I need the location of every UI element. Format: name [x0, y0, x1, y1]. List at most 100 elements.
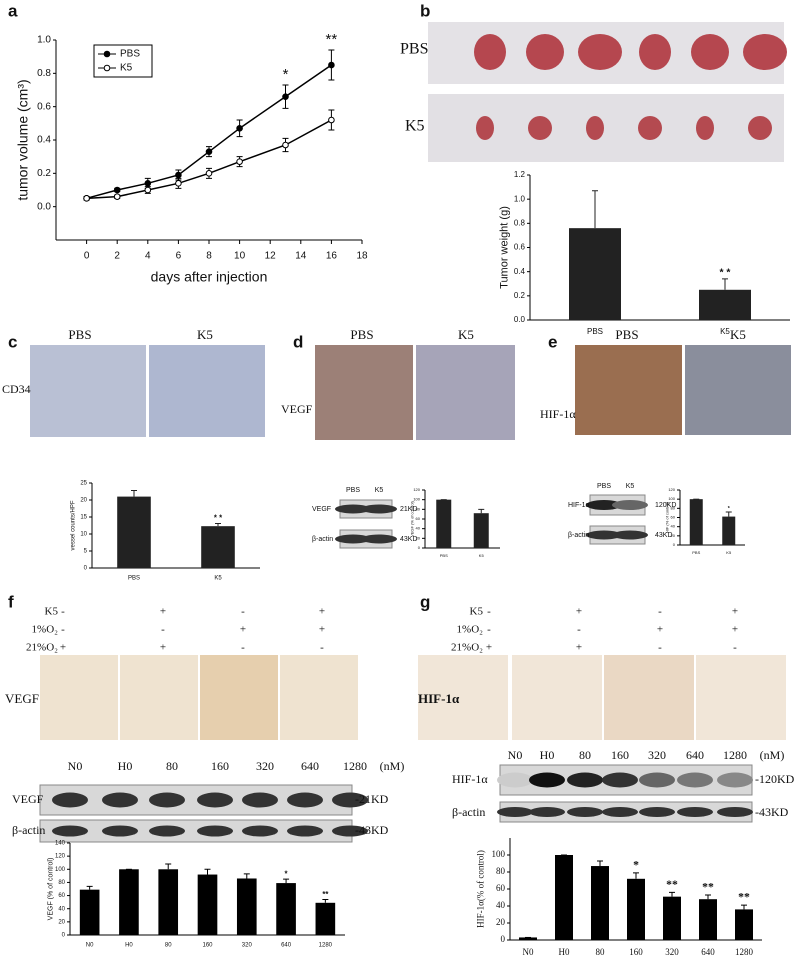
bar: [519, 937, 537, 940]
blot-band: [335, 504, 371, 514]
significance: **: [702, 880, 714, 893]
condition-sign: +: [486, 642, 492, 654]
lane-label: H0: [118, 759, 133, 773]
blot-band: [149, 825, 185, 837]
condition-sign: -: [658, 642, 662, 654]
bar: [555, 855, 573, 940]
cell-image: [418, 655, 508, 740]
y-tick-label: 100: [413, 497, 420, 502]
bar: [735, 909, 753, 940]
column-label: K5: [458, 327, 474, 342]
significance: *: [728, 506, 731, 512]
y-axis-label: HIF-1α(% of control): [475, 850, 485, 928]
y-tick-label: 10: [80, 532, 87, 538]
y-tick-label: 0.8: [514, 218, 526, 227]
micrograph: [685, 345, 791, 435]
lane-label: 160: [211, 759, 229, 773]
blot-row-label: HIF-1α: [568, 502, 590, 509]
row-label: PBS: [400, 41, 428, 58]
condition-sign: -: [241, 642, 245, 654]
bar: [569, 228, 621, 320]
condition-label: 1%O₂: [32, 624, 59, 636]
lane-label: PBS: [346, 487, 360, 494]
blot-band: [332, 792, 368, 808]
x-tick-label: K5: [214, 576, 222, 582]
y-tick-label: 0.2: [514, 291, 526, 300]
x-tick-label: 16: [326, 251, 338, 262]
panel-letter: a: [8, 1, 18, 20]
y-tick-label: 40: [671, 524, 676, 529]
y-tick-label: 120: [668, 487, 675, 492]
condition-sign: -: [658, 606, 662, 618]
x-tick-label: 6: [176, 251, 182, 262]
condition-label: K5: [45, 606, 59, 618]
blot-band: [586, 530, 622, 540]
lane-label: 80: [579, 748, 591, 762]
size-label: -21KD: [355, 792, 389, 806]
micrograph: [575, 345, 682, 435]
bar: [158, 869, 179, 935]
micrograph: [149, 345, 265, 437]
x-tick-label: K5: [726, 550, 732, 555]
y-tick-label: 15: [80, 515, 87, 521]
y-axis-label: vessel counts/HPF: [70, 500, 76, 550]
y-tick-label: 0: [84, 566, 88, 572]
cell-image: [200, 655, 278, 740]
x-tick-label: PBS: [440, 553, 448, 558]
blot-row-label: β-actin: [312, 536, 333, 543]
error-bar: [633, 872, 639, 879]
y-tick-label: 0: [501, 934, 506, 944]
blot-band: [197, 792, 233, 808]
bar: [201, 526, 235, 568]
blot-band: [677, 807, 713, 817]
condition-sign: +: [732, 624, 738, 636]
marker: [175, 171, 182, 179]
condition-label: 1%O₂: [457, 624, 484, 636]
x-tick-label: 8: [206, 251, 212, 262]
condition-sign: +: [240, 624, 246, 636]
significance: * *: [720, 267, 732, 278]
tumor: [586, 116, 604, 140]
marker: [113, 193, 121, 200]
condition-sign: +: [160, 642, 166, 654]
bar: [119, 869, 139, 935]
marker: [83, 195, 90, 202]
condition-label: K5: [470, 606, 484, 618]
tumor: [748, 116, 772, 140]
micrograph: [315, 345, 413, 440]
x-tick-label: H0: [559, 947, 570, 957]
bar: [473, 513, 489, 548]
blot-band: [287, 825, 323, 837]
bar: [689, 499, 703, 545]
bar: [79, 889, 100, 935]
x-tick-label: 12: [265, 251, 277, 262]
y-tick-label: 0.8: [37, 68, 51, 79]
blot-band: [717, 772, 753, 788]
condition-sign: -: [320, 642, 324, 654]
blot-band: [102, 825, 138, 837]
panel-letter: c: [8, 332, 17, 351]
y-tick-label: 60: [58, 893, 65, 899]
size-label: -43KD: [755, 805, 789, 819]
blot-band: [639, 807, 675, 817]
blot-band: [497, 772, 533, 788]
x-tick-label: 320: [242, 943, 253, 949]
error-bar: [204, 868, 211, 875]
blot-band: [612, 530, 648, 540]
x-tick-label: N0: [523, 947, 534, 957]
y-tick-label: 0.2: [37, 168, 51, 179]
blot-band: [149, 792, 185, 808]
stain-label: CD34: [2, 382, 31, 396]
stain-label: HIF-1α: [418, 691, 460, 706]
tumor: [638, 116, 662, 140]
error-bar: [322, 899, 329, 903]
x-tick-label: 80: [165, 943, 172, 949]
lane-label: N0: [508, 748, 523, 762]
x-tick-label: 4: [145, 251, 151, 262]
bar: [436, 499, 452, 548]
lane-label: 320: [648, 748, 666, 762]
y-tick-label: 1.0: [514, 194, 526, 203]
error-bar: [131, 489, 137, 497]
stain-label: HIF-1α: [540, 407, 576, 421]
blot-row-label: HIF-1α: [452, 772, 488, 786]
